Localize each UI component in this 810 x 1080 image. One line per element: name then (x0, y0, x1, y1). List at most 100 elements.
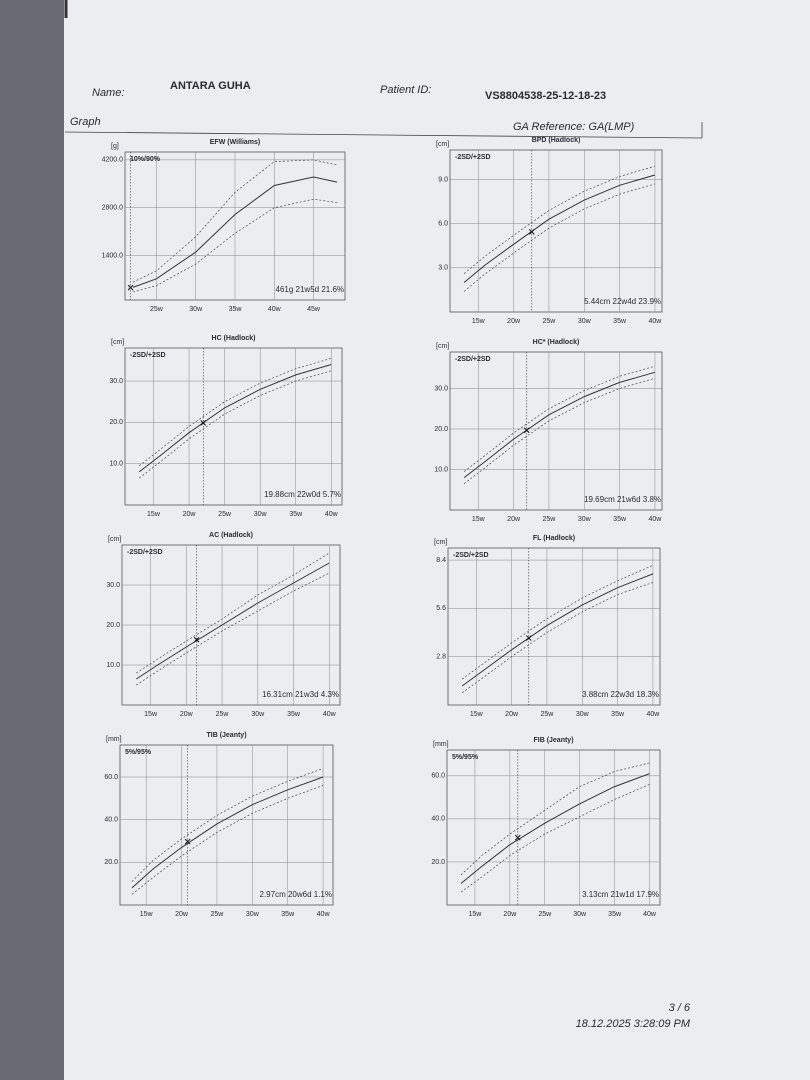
x-tick-label: 35w (613, 318, 627, 325)
measurement-marker (193, 636, 200, 643)
growth-chart: 15w 20w 25w 30w 35w 40w 10.0 20.0 30.0 AC (Hadloc… (106, 532, 341, 718)
y-tick-label: 4200.0 (102, 157, 124, 164)
section-title: Graph (70, 116, 101, 128)
measurement-label: 19.88cm 22w0d 5.7% (264, 490, 341, 499)
band-label: 5%/95% (125, 749, 152, 756)
band-label: -2SD/+2SD (130, 352, 166, 359)
growth-curve (132, 176, 338, 288)
x-tick-label: 35w (289, 511, 303, 518)
y-tick-label: 60.0 (104, 774, 118, 781)
x-tick-label: 40w (643, 911, 657, 918)
growth-curve (460, 762, 650, 876)
plot-frame (446, 749, 661, 906)
y-unit: [cm] (111, 339, 124, 346)
x-tick-label: 25w (543, 318, 557, 325)
growth-curve (131, 785, 324, 895)
measurement-label: 5.44cm 22w4d 23.9% (584, 297, 661, 306)
chart-title: AC (Hadlock) (209, 532, 253, 539)
y-tick-label: 20.0 (431, 859, 445, 866)
x-tick-label: 40w (649, 516, 663, 523)
x-tick-label: 25w (150, 306, 164, 313)
x-tick-label: 35w (229, 306, 243, 313)
x-tick-label: 25w (216, 711, 230, 718)
y-tick-label: 1400.0 (102, 252, 124, 259)
measurement-marker (200, 420, 207, 426)
y-tick-label: 20.0 (434, 426, 448, 433)
sheet-shadow (0, 0, 64, 1080)
growth-curve (136, 572, 330, 686)
patient-name: ANTARA GUHA (170, 80, 251, 92)
header-rule (64, 131, 703, 139)
y-unit: [g] (111, 143, 119, 150)
x-tick-label: 30w (573, 911, 587, 918)
growth-curve (463, 377, 655, 484)
x-tick-label: 15w (472, 318, 486, 325)
y-tick-label: 20.0 (109, 419, 123, 426)
band-label: 5%/95% (452, 754, 479, 761)
plot-frame (447, 547, 661, 706)
name-label: Name: (92, 87, 124, 99)
band-label: -2SD/+2SD (455, 356, 491, 363)
growth-curve (463, 371, 656, 478)
band-label: -2SD/+2SD (453, 552, 489, 559)
x-tick-label: 25w (538, 911, 552, 918)
x-tick-label: 20w (175, 911, 189, 918)
y-unit: [mm] (106, 736, 122, 743)
x-tick-label: 40w (325, 511, 339, 518)
band-label: -2SD/+2SD (455, 154, 491, 161)
measurement-label: 3.88cm 22w3d 18.3% (582, 690, 659, 699)
plot-frame (449, 149, 663, 313)
growth-curve (131, 776, 324, 889)
x-tick-label: 45w (307, 306, 321, 313)
x-tick-label: 25w (218, 511, 232, 518)
growth-curve (132, 159, 338, 283)
growth-curve (138, 364, 332, 473)
plot-frame (119, 744, 334, 906)
page-number: 3 / 6 (669, 1002, 691, 1014)
growth-chart: 15w 20w 25w 30w 35w 40w 10.0 20.0 30.0 HC (Hadloc… (109, 335, 343, 518)
chart-title: EFW (Williams) (210, 139, 261, 146)
print-timestamp: 18.12.2025 3:28:09 PM (576, 1018, 691, 1030)
growth-curve (460, 773, 650, 884)
chart-title: HC* (Hadlock) (533, 339, 580, 346)
x-tick-label: 40w (649, 318, 663, 325)
x-tick-label: 40w (317, 911, 331, 918)
y-tick-label: 2800.0 (102, 205, 124, 212)
growth-curve (136, 552, 330, 674)
y-tick-label: 10.0 (109, 461, 123, 468)
measurement-marker (525, 635, 532, 641)
x-tick-label: 20w (507, 516, 521, 523)
growth-curve (138, 357, 332, 467)
y-tick-label: 3.0 (438, 265, 448, 272)
y-unit: [cm] (436, 141, 449, 148)
x-tick-label: 20w (505, 711, 519, 718)
x-tick-label: 30w (578, 318, 592, 325)
growth-chart: 25w 30w 35w 40w 45w 1400.0 2800.0 4200.0 EFW (Wi… (102, 139, 346, 313)
chart-title: FL (Hadlock) (533, 535, 575, 542)
x-tick-label: 15w (470, 711, 484, 718)
charts: 25w 30w 35w 40w 45w 1400.0 2800.0 4200.0 EFW (Wi… (102, 137, 663, 918)
x-tick-label: 30w (576, 711, 590, 718)
x-tick-label: 25w (543, 516, 557, 523)
x-tick-label: 20w (183, 511, 197, 518)
patient-id-label: Patient ID: (380, 84, 431, 96)
x-tick-label: 35w (281, 911, 295, 918)
y-unit: [cm] (434, 539, 447, 546)
y-tick-label: 20.0 (106, 622, 120, 629)
measurement-marker (127, 284, 134, 291)
y-tick-label: 2.8 (436, 654, 446, 661)
measurement-marker (523, 427, 530, 434)
y-unit: [cm] (108, 536, 121, 543)
growth-chart: 15w 20w 25w 30w 35w 40w 2.8 5.6 8.4 FL (Hadlock) [… (434, 535, 661, 718)
plot-frame (449, 351, 663, 511)
growth-chart: 15w 20w 25w 30w 35w 40w 10.0 20.0 30.0 HC* (Hadlo… (434, 339, 663, 523)
measurement-label: 19.69cm 21w6d 3.8% (584, 495, 661, 504)
y-tick-label: 40.0 (431, 816, 445, 823)
band-label: -2SD/+2SD (127, 549, 163, 556)
y-tick-label: 10.0 (106, 662, 120, 669)
growth-curve (132, 198, 338, 293)
band-label: 10%/90% (130, 156, 161, 163)
x-tick-label: 35w (608, 911, 622, 918)
y-tick-label: 30.0 (106, 582, 120, 589)
